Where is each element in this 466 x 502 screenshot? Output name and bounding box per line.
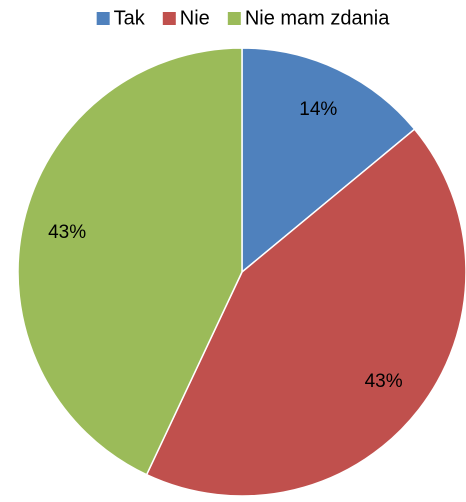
legend-label: Nie mam zdania [245,7,390,29]
legend-swatch [227,12,241,25]
pie-slice [145,128,466,497]
legend-swatch [96,12,110,25]
data-label: 43% [48,222,86,243]
legend-label: Tak [114,7,146,29]
pie-slice [241,47,416,274]
pie-slice [17,47,243,476]
legend: Tak Nie Nie mam zdania [96,7,390,29]
legend-swatch [162,12,176,25]
data-label: 43% [365,371,403,392]
data-label: 14% [299,99,337,120]
legend-label: Nie [180,7,210,29]
